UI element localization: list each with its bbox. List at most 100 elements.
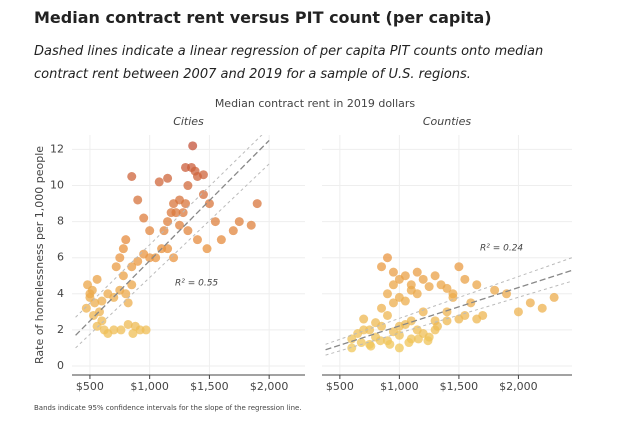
y-tick-label: 4 [57, 287, 64, 300]
annotation: R² = 0.55 [175, 279, 218, 289]
point [92, 274, 102, 284]
point [423, 336, 433, 346]
x-tick-label: $1,000 [130, 380, 169, 393]
facet-title: Counties [423, 115, 471, 128]
point [169, 253, 179, 263]
point [436, 280, 446, 290]
point [382, 253, 392, 263]
point [472, 280, 482, 290]
point [252, 199, 262, 209]
point [118, 271, 128, 281]
point [133, 195, 143, 205]
regression-line [75, 139, 270, 336]
x-axis-label: Median contract rent in 2019 dollars [215, 97, 416, 110]
y-tick-label: 12 [50, 142, 64, 155]
point [502, 289, 512, 299]
point [525, 298, 535, 308]
point [111, 262, 121, 272]
point [198, 170, 208, 180]
point [188, 141, 198, 151]
point [216, 235, 226, 245]
point [133, 256, 143, 266]
point [175, 220, 185, 230]
point [366, 341, 376, 351]
point [454, 262, 464, 272]
point [85, 289, 95, 299]
point [115, 253, 125, 263]
regression-line [75, 163, 270, 349]
point [466, 298, 476, 308]
regression-line [325, 269, 572, 351]
point [163, 173, 173, 183]
point [183, 226, 193, 236]
point [418, 307, 428, 317]
point [356, 338, 366, 348]
point [139, 213, 149, 223]
point [430, 316, 440, 326]
point [430, 271, 440, 281]
point [359, 314, 369, 324]
point [394, 343, 404, 353]
point [163, 244, 173, 254]
point [92, 321, 102, 331]
point [121, 235, 131, 245]
x-tick-label: $1,500 [190, 380, 229, 393]
point [377, 303, 387, 313]
subtitle: Dashed lines indicate a linear regressio… [34, 44, 544, 82]
point [412, 289, 422, 299]
y-tick-label: 8 [57, 215, 64, 228]
y-tick-label: 10 [50, 179, 64, 192]
point [118, 244, 128, 254]
point [109, 325, 119, 335]
y-axis-label: Rate of homelessness per 1,000 people [33, 146, 46, 364]
point [513, 307, 523, 317]
regression-line [325, 280, 572, 356]
point [171, 208, 181, 218]
point [127, 280, 137, 290]
point [128, 328, 138, 338]
points [325, 253, 572, 356]
point [183, 181, 193, 191]
y-tick-label: 2 [57, 323, 64, 336]
point [537, 303, 547, 313]
point [448, 292, 458, 302]
point [246, 220, 256, 230]
point [460, 274, 470, 284]
point [198, 190, 208, 200]
point [394, 330, 404, 340]
x-tick-label: $2,000 [499, 380, 538, 393]
point [154, 177, 164, 187]
facet-title: Cities [173, 115, 204, 128]
point [418, 274, 428, 284]
point [145, 253, 155, 263]
point [442, 316, 452, 326]
point [192, 235, 202, 245]
point [121, 289, 131, 299]
x-tick-label: $1,000 [380, 380, 419, 393]
point [181, 199, 191, 209]
point [347, 343, 357, 353]
point [204, 199, 214, 209]
point [371, 318, 381, 328]
point [385, 339, 395, 349]
point [472, 314, 482, 324]
point [116, 325, 126, 335]
point [404, 338, 414, 348]
point [163, 217, 173, 227]
x-tick-label: $500 [326, 380, 354, 393]
point [388, 280, 398, 290]
point [424, 282, 434, 292]
x-tick-label: $2,000 [250, 380, 289, 393]
point [442, 307, 452, 317]
regression-line [325, 257, 572, 345]
point [382, 289, 392, 299]
point [549, 292, 559, 302]
points [75, 135, 270, 349]
y-tick-label: 0 [57, 359, 64, 372]
x-tick-label: $1,500 [440, 380, 479, 393]
point [406, 316, 416, 326]
point [90, 298, 100, 308]
annotation: R² = 0.24 [480, 244, 523, 254]
y-tick-label: 6 [57, 251, 64, 264]
point [145, 226, 155, 236]
